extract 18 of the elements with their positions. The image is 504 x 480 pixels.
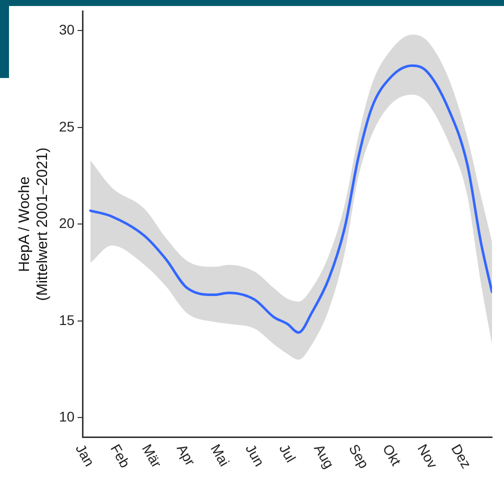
x-tick-label: Jan (72, 441, 98, 469)
y-axis-title: HepA / Woche (Mittelwert 2001–2021) (16, 147, 52, 301)
line-series (89, 64, 492, 334)
x-tick-label: Nov (414, 441, 441, 471)
x-tick-label: Feb (108, 441, 134, 471)
x-tick-label: Mär (138, 441, 166, 471)
x-tick-label: Jun (242, 441, 268, 469)
x-tick-label: Sep (346, 441, 372, 472)
y-tick-label: 30 (58, 22, 75, 38)
x-tick-label: Okt (380, 441, 405, 468)
y-tick-label: 25 (58, 118, 75, 134)
y-tick-label: 20 (58, 215, 75, 232)
x-tick-label: Aug (311, 441, 338, 472)
x-tick-label: Jul (276, 441, 300, 465)
y-tick-label: 15 (58, 312, 75, 328)
x-tick-label: Mai (208, 441, 233, 469)
y-tick-label: 10 (58, 408, 75, 425)
x-tick-label: Apr (174, 441, 199, 469)
